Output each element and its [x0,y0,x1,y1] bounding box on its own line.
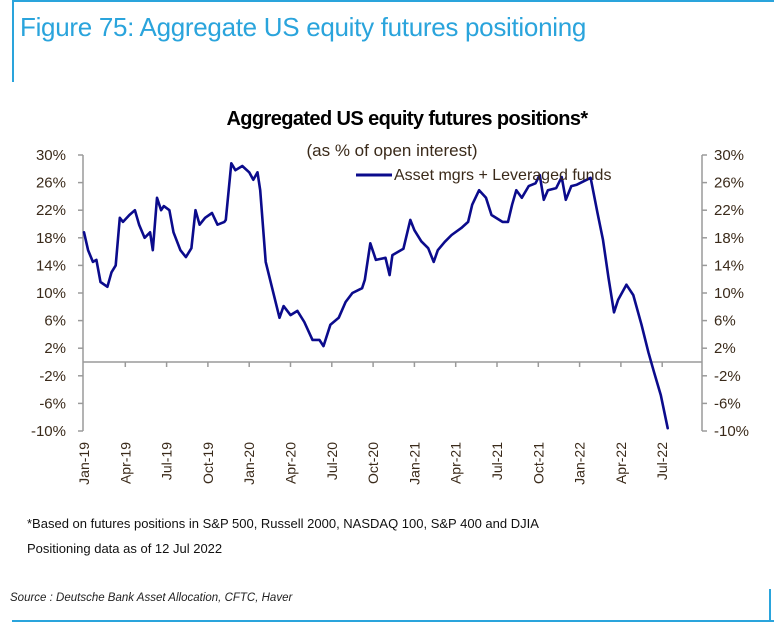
marks [82,162,670,430]
footnote-as-of: Positioning data as of 12 Jul 2022 [27,541,223,556]
x-tick-label: Jul-22 [654,442,670,480]
x-tick-label: Oct-20 [365,442,381,484]
y-tick-label-left: 30% [36,147,66,164]
y-tick-label-left: -6% [39,395,66,412]
footnote-basis: *Based on futures positions in S&P 500, … [27,516,539,531]
x-tick-label: Apr-22 [613,442,629,484]
figure-bottom-border [12,620,774,622]
legend-label: Asset mgrs + Leveraged funds [394,167,611,184]
y-tick-label-left: 6% [44,313,66,330]
y-tick-label-left: 14% [36,257,66,274]
y-tick-label-left: 10% [36,285,66,302]
y-tick-label-left: 18% [36,230,66,247]
chart-subtitle: (as % of open interest) [306,141,478,160]
x-tick-label: Jul-21 [489,442,505,480]
x-tick-label: Jan-22 [572,442,588,485]
x-tick-label: Apr-20 [283,442,299,484]
y-tick-label-right: 18% [714,230,744,247]
y-tick-label-right: 26% [714,175,744,192]
y-tick-label-left: 26% [36,175,66,192]
series-line-0 [82,162,670,430]
y-tick-label-right: 22% [714,202,744,219]
y-tick-label-right: -10% [714,423,749,440]
chart-svg: 30% 30% 26% 26% 22% 22% 18% 18% 14% 14% 10% 10% 6% 6%… [31,147,749,485]
x-tick-label: Jan-21 [406,442,422,485]
y-tick-label-right: 2% [714,340,736,357]
y-tick-label-right: -6% [714,395,741,412]
source-note: Source : Deutsche Bank Asset Allocation,… [10,592,293,604]
y-tick-label-right: 6% [714,313,736,330]
chart-title: Aggregated US equity futures positions* [226,108,588,130]
x-tick-label: Jan-19 [76,442,92,485]
x-tick-label: Oct-21 [530,442,546,484]
figure-right-border [769,589,771,622]
x-tick-label: Jul-20 [324,442,340,480]
y-tick-label-right: 14% [714,257,744,274]
figure-left-border [12,0,14,82]
x-tick-label: Oct-19 [200,442,216,484]
y-tick-label-left: -2% [39,368,66,385]
figure-title: Figure 75: Aggregate US equity futures p… [20,12,587,42]
x-tick-label: Apr-21 [448,442,464,484]
y-tick-label-left: -10% [31,423,66,440]
y-tick-label-right: 30% [714,147,744,164]
legend: Asset mgrs + Leveraged funds [356,167,611,184]
x-tick-label: Jul-19 [159,442,175,480]
x-tick-label: Jan-20 [241,442,257,485]
y-tick-label-left: 22% [36,202,66,219]
y-tick-label-right: -2% [714,368,741,385]
axes: 30% 30% 26% 26% 22% 22% 18% 18% 14% 14% 10% 10% 6% 6%… [31,147,749,485]
figure-top-border [12,0,774,2]
y-tick-label-right: 10% [714,285,744,302]
y-tick-label-left: 2% [44,340,66,357]
x-tick-label: Apr-19 [117,442,133,484]
